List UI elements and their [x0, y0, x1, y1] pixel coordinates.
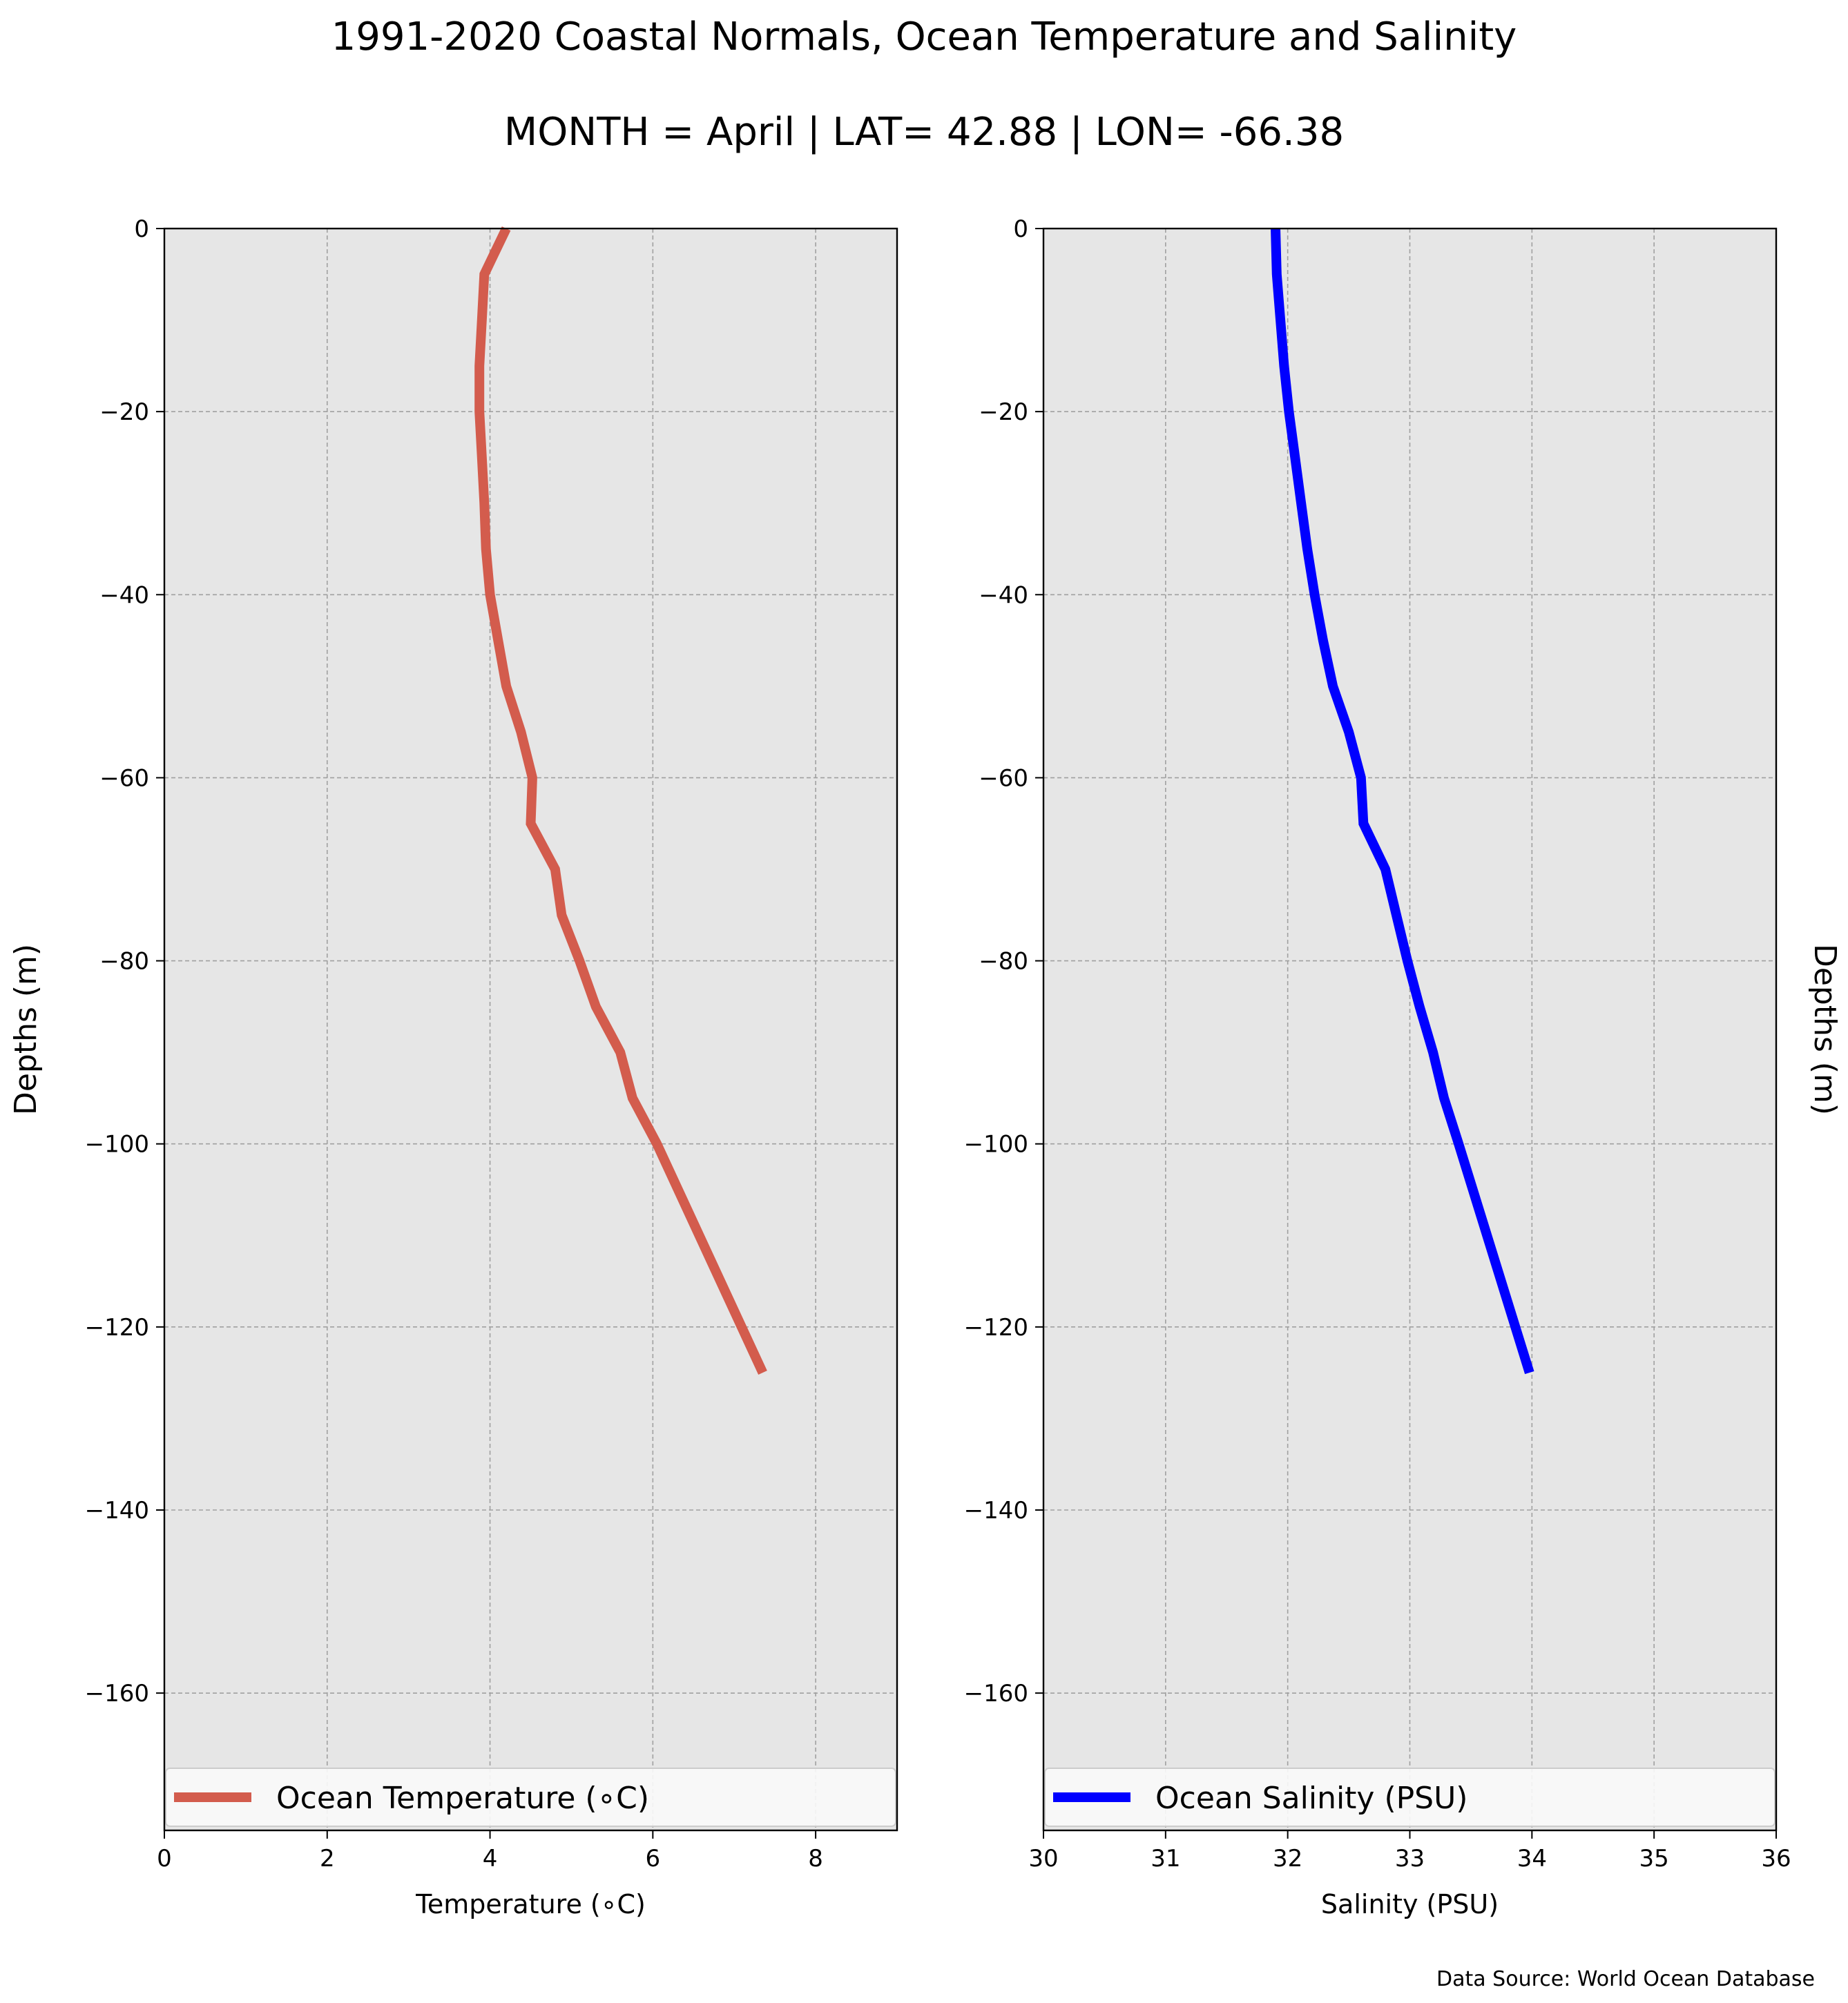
sal-ytick-label: −40	[979, 581, 1028, 609]
temp-ytick-label: −20	[99, 398, 149, 426]
temp-xtick-label: 2	[320, 1845, 335, 1873]
sal-legend	[1044, 1768, 1775, 1827]
temp-xlabel: Temperature (∘C)	[415, 1889, 646, 1919]
temp-ytick-label: −140	[85, 1497, 149, 1525]
figure-title: 1991-2020 Coastal Normals, Ocean Tempera…	[331, 14, 1517, 59]
sal-ytick-label: −60	[979, 764, 1028, 792]
temp-ytick-label: −120	[85, 1314, 149, 1342]
figure-subtitle: MONTH = April | LAT= 42.88 | LON= -66.38	[504, 110, 1344, 155]
sal-xtick-label: 36	[1761, 1845, 1791, 1873]
sal-xlabel: Salinity (PSU)	[1321, 1889, 1499, 1919]
temp-ytick-label: −100	[85, 1131, 149, 1159]
sal-xtick-label: 33	[1395, 1845, 1425, 1873]
sal-legend-label-0: Ocean Salinity (PSU)	[1155, 1781, 1467, 1816]
temp-xtick-label: 6	[646, 1845, 661, 1873]
sal-ytick-label: −160	[964, 1680, 1028, 1707]
sal-xtick-label: 31	[1151, 1845, 1180, 1873]
salinity-chart: Ocean Salinity (PSU) 30 31 32 33 34 35 36 0 −20 −4…	[964, 215, 1842, 1919]
sal-xtick-label: 30	[1028, 1845, 1058, 1873]
sal-ytick-label: 0	[1013, 215, 1028, 243]
temp-ylabel: Depths (m)	[8, 944, 44, 1115]
temp-ytick-label: 0	[134, 215, 149, 243]
temp-xtick-label: 8	[808, 1845, 823, 1873]
sal-ytick-label: −120	[964, 1314, 1028, 1342]
temp-legend-label-0: Ocean Temperature (∘C)	[276, 1781, 649, 1816]
temp-ytick-label: −160	[85, 1680, 149, 1707]
temp-series-line-0	[474, 226, 767, 1375]
sal-series-line-0	[1271, 228, 1534, 1375]
sal-xtick-label: 34	[1517, 1845, 1547, 1873]
temperature-chart: Ocean Temperature (∘C) 0 2 4 6 8 0 −20 −40 −60 −80…	[8, 215, 898, 1919]
source-note: Data Source: World Ocean Database	[1436, 1967, 1815, 1991]
sal-ylabel: Depths (m)	[1807, 944, 1842, 1115]
sal-ytick-label: −100	[964, 1131, 1028, 1159]
sal-ytick-label: −20	[979, 398, 1028, 426]
temp-ytick-label: −80	[99, 948, 149, 976]
temp-ytick-label: −40	[99, 581, 149, 609]
temp-ytick-label: −60	[99, 764, 149, 792]
temp-xtick-label: 0	[157, 1845, 172, 1873]
temp-axes-frame	[163, 227, 898, 1832]
temp-xtick-label: 4	[483, 1845, 498, 1873]
sal-ytick-label: −140	[964, 1497, 1028, 1525]
temp-plot-area	[164, 229, 897, 1830]
sal-xtick-label: 35	[1639, 1845, 1669, 1873]
sal-ytick-label: −80	[979, 948, 1028, 976]
temp-legend	[165, 1768, 896, 1827]
sal-xtick-label: 32	[1273, 1845, 1302, 1873]
